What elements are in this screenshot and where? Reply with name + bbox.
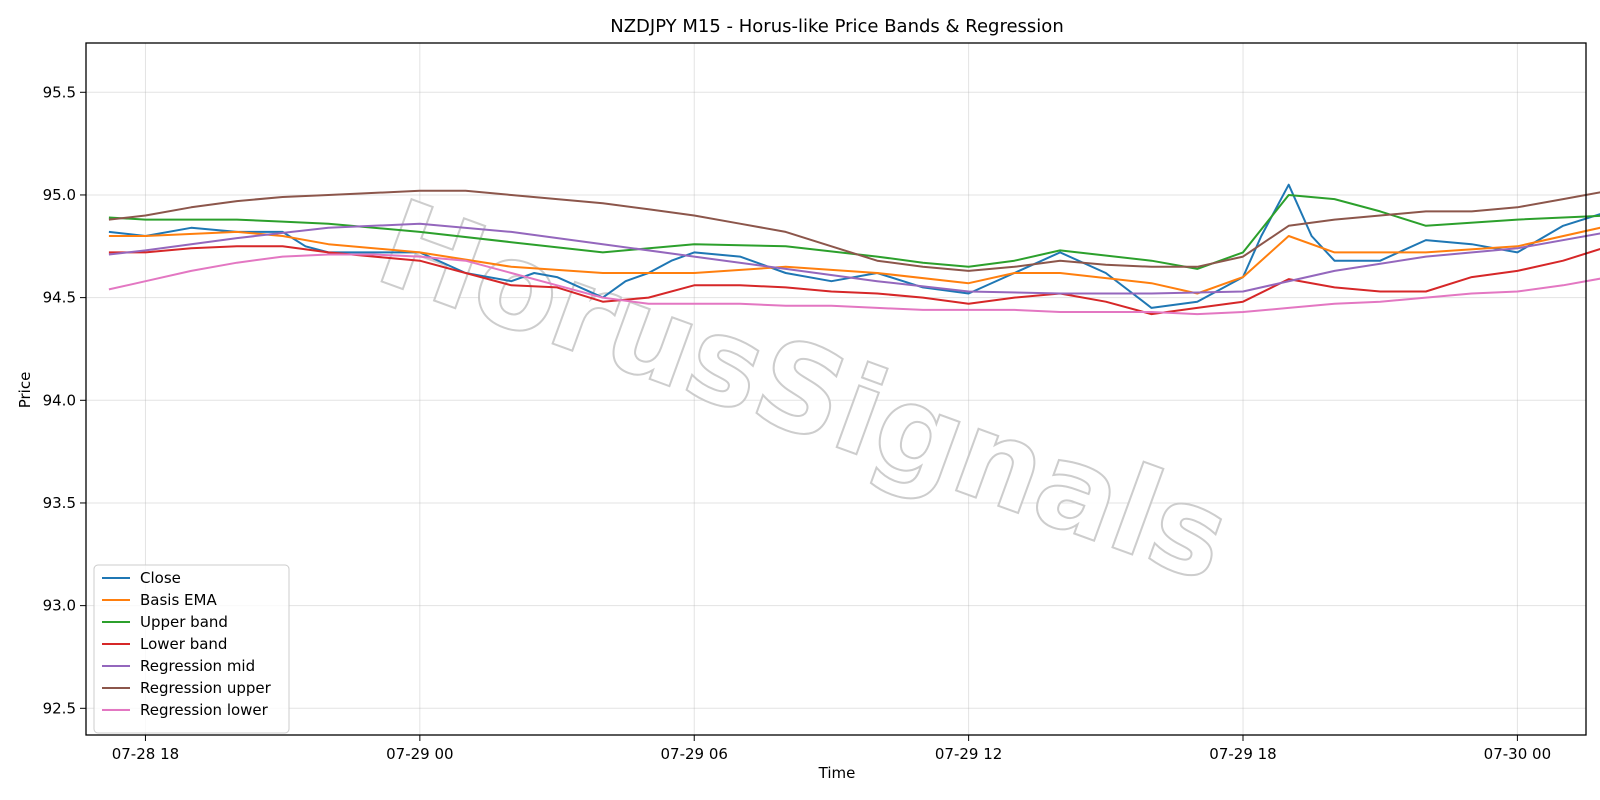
y-tick-label: 93.5 <box>43 494 76 512</box>
series-line-close <box>108 183 1600 309</box>
plot-frame <box>85 42 1587 736</box>
legend-label-regression-lower: Regression lower <box>140 701 269 719</box>
x-axis: 07-28 18 07-29 00 07-29 06 07-29 12 07-29 18… <box>112 735 1551 763</box>
y-tick-label: 95.0 <box>43 186 76 204</box>
legend-frame <box>93 564 290 734</box>
legend-label-basis-ema: Basis EMA <box>140 591 217 609</box>
x-tick-label: 07-28 18 <box>112 745 179 763</box>
legend: Close Basis EMA Upper band Lower band Regres… <box>93 564 290 734</box>
chart-title: NZDJPY M15 - Horus-like Price Bands & Re… <box>610 16 1063 37</box>
y-tick-label: 92.5 <box>43 699 76 717</box>
series-line-upper-band <box>108 194 1600 270</box>
y-axis-label: Price <box>16 372 34 409</box>
series-layer <box>108 183 1600 316</box>
x-tick-label: 07-29 12 <box>935 745 1002 763</box>
y-tick-label: 94.5 <box>43 289 76 307</box>
y-tick-label: 94.0 <box>43 391 76 409</box>
y-tick-label: 95.5 <box>43 83 76 101</box>
y-tick-label: 93.0 <box>43 597 76 615</box>
x-tick-label: 07-29 18 <box>1209 745 1276 763</box>
series-line-basis-ema <box>108 226 1600 295</box>
legend-label-regression-upper: Regression upper <box>140 679 272 697</box>
series-line-regression-mid <box>108 222 1600 295</box>
x-axis-label: Time <box>818 764 856 782</box>
x-tick-label: 07-30 00 <box>1484 745 1551 763</box>
legend-label-lower-band: Lower band <box>140 635 227 653</box>
legend-label-regression-mid: Regression mid <box>140 657 255 675</box>
series-line-regression-lower <box>108 253 1600 316</box>
grid-layer <box>86 43 1586 735</box>
series-line-lower-band <box>108 245 1600 316</box>
legend-label-upper-band: Upper band <box>140 613 228 631</box>
y-axis: 92.5 93.0 93.5 94.0 94.5 95.0 95.5 <box>43 83 86 717</box>
x-tick-label: 07-29 06 <box>661 745 728 763</box>
series-line-regression-upper <box>108 189 1600 272</box>
legend-label-close: Close <box>140 569 181 587</box>
x-tick-label: 07-29 00 <box>386 745 453 763</box>
